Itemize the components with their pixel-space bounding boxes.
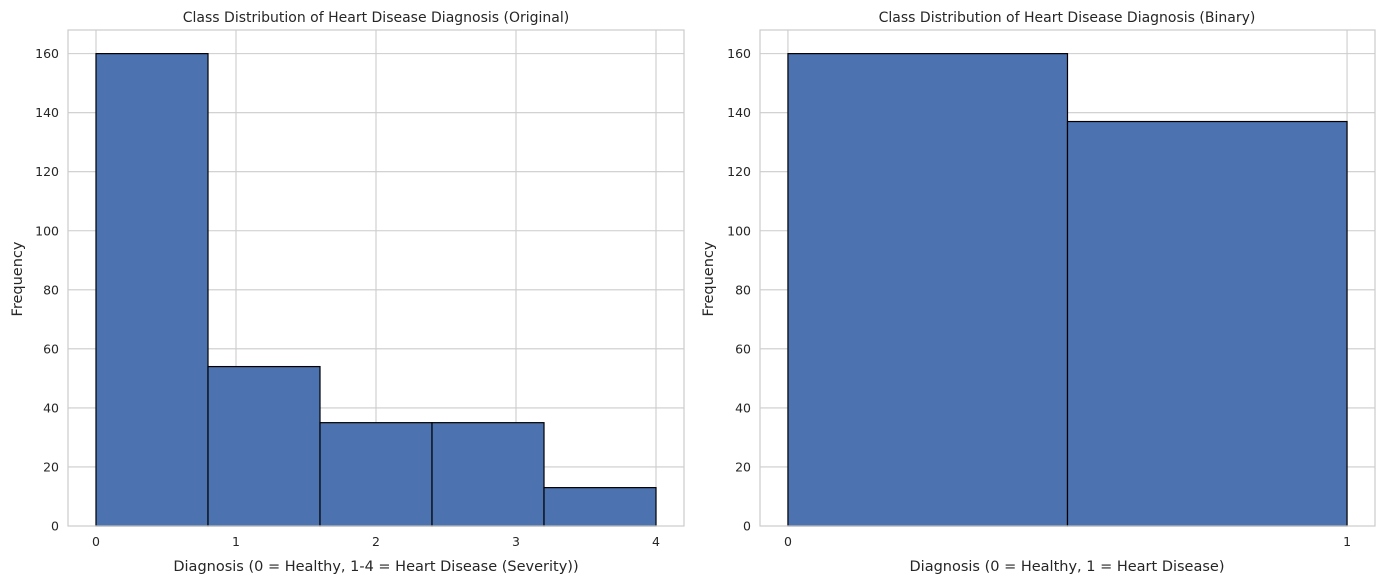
bar bbox=[319, 422, 433, 527]
y-tick-label: 60 bbox=[735, 341, 751, 356]
y-tick-label: 100 bbox=[35, 223, 59, 238]
bar bbox=[95, 53, 209, 527]
chart-title-binary: Class Distribution of Heart Disease Diag… bbox=[879, 10, 1256, 26]
chart-original: Class Distribution of Heart Disease Diag… bbox=[10, 10, 685, 575]
y-tick-label: 0 bbox=[743, 519, 751, 534]
y-tick-label: 160 bbox=[35, 46, 59, 61]
bars-binary bbox=[787, 53, 1348, 527]
bar bbox=[1066, 120, 1348, 527]
x-tick-label: 1 bbox=[232, 534, 240, 549]
bars-original bbox=[95, 53, 657, 527]
y-axis-label-original: Frequency bbox=[10, 241, 26, 316]
x-tick-label: 4 bbox=[652, 534, 660, 549]
y-tick-label: 20 bbox=[43, 459, 59, 474]
plot-frame bbox=[759, 29, 1376, 527]
x-axis-label-binary: Diagnosis (0 = Healthy, 1 = Heart Diseas… bbox=[910, 559, 1225, 575]
x-tick-label: 0 bbox=[784, 534, 792, 549]
y-tick-label: 60 bbox=[43, 341, 59, 356]
y-tick-label: 20 bbox=[735, 459, 751, 474]
x-axis-label-original: Diagnosis (0 = Healthy, 1-4 = Heart Dise… bbox=[173, 559, 578, 575]
y-tick-label: 40 bbox=[735, 400, 751, 415]
y-tick-label: 0 bbox=[51, 519, 59, 534]
y-tick-label: 80 bbox=[43, 282, 59, 297]
y-tick-label: 40 bbox=[43, 400, 59, 415]
x-tick-label: 1 bbox=[1343, 534, 1351, 549]
bar bbox=[787, 53, 1069, 527]
chart-title-original: Class Distribution of Heart Disease Diag… bbox=[183, 10, 570, 26]
plot-frame bbox=[67, 29, 685, 527]
x-tick-label: 2 bbox=[372, 534, 380, 549]
y-axis-label-binary: Frequency bbox=[701, 241, 717, 316]
x-tick-label: 0 bbox=[92, 534, 100, 549]
x-tick-label: 3 bbox=[512, 534, 520, 549]
bar bbox=[207, 365, 321, 527]
y-tick-label: 120 bbox=[727, 164, 751, 179]
y-tick-label: 140 bbox=[35, 105, 59, 120]
bar bbox=[431, 422, 545, 527]
y-tick-label: 160 bbox=[727, 46, 751, 61]
y-tick-label: 120 bbox=[35, 164, 59, 179]
chart-binary: Class Distribution of Heart Disease Diag… bbox=[701, 10, 1376, 575]
y-tick-label: 100 bbox=[727, 223, 751, 238]
y-tick-label: 80 bbox=[735, 282, 751, 297]
bar bbox=[543, 487, 657, 527]
y-tick-label: 140 bbox=[727, 105, 751, 120]
